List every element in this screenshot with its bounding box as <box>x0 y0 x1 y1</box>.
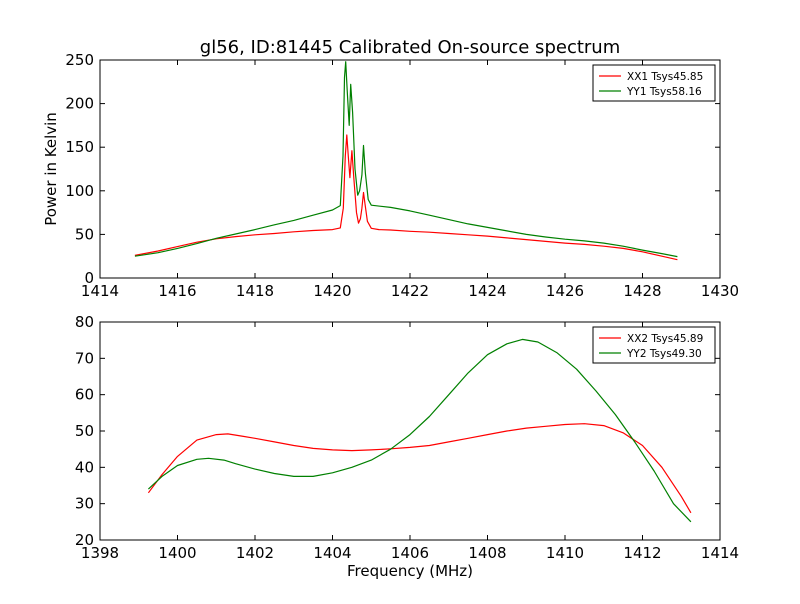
x-tick-label: 1398 <box>81 544 119 562</box>
series-line-xx <box>134 134 678 261</box>
legend-box <box>592 64 716 102</box>
y-tick-label: 50 <box>75 225 94 243</box>
y-tick-label: 40 <box>75 458 94 476</box>
x-tick-label: 1418 <box>236 282 274 300</box>
x-tick-label: 1422 <box>391 282 429 300</box>
top-panel-xx1-yy1: 1414 1416 1418 1420 1422 1424 1426 1428 1430 0 50 1… <box>42 51 739 300</box>
y-axis-label: Power in Kelvin <box>42 112 60 226</box>
legend: XX2 Tsys45.89 YY2 Tsys49.30 <box>592 326 716 364</box>
y-tick-label: 150 <box>65 138 94 156</box>
x-tick-label: 1420 <box>313 282 351 300</box>
x-tick-label: 1406 <box>391 544 429 562</box>
y-tick-label: 200 <box>65 95 94 113</box>
x-tick-label: 1412 <box>623 544 661 562</box>
figure-title: gl56, ID:81445 Calibrated On-source spec… <box>200 37 620 58</box>
x-tick-label: 1408 <box>468 544 506 562</box>
x-tick-label: 1430 <box>701 282 739 300</box>
legend-label: XX2 Tsys45.89 <box>627 333 703 345</box>
x-tick-label: 1402 <box>236 544 274 562</box>
y-tick-label: 30 <box>75 495 94 513</box>
x-tick-label: 1410 <box>546 544 584 562</box>
series-line-yy <box>134 61 678 258</box>
bottom-panel-xx2-yy2: 1398 1400 1402 1404 1406 1408 1410 1412 1414 20 30… <box>75 313 739 580</box>
y-tick-label: 100 <box>65 182 94 200</box>
x-tick-label: 1428 <box>623 282 661 300</box>
x-tick-label: 1426 <box>546 282 584 300</box>
y-tick-label: 50 <box>75 422 94 440</box>
legend-box <box>592 326 716 364</box>
y-tick-label: 60 <box>75 386 94 404</box>
legend-label: YY2 Tsys49.30 <box>626 348 702 360</box>
y-tick-label: 250 <box>65 51 94 69</box>
x-tick-label: 1416 <box>158 282 196 300</box>
y-tick-label: 20 <box>75 531 94 549</box>
x-axis-label: Frequency (MHz) <box>347 562 473 580</box>
y-tick-label: 0 <box>84 269 94 287</box>
series-line-xx <box>147 423 692 514</box>
x-tick-label: 1400 <box>158 544 196 562</box>
legend-label: XX1 Tsys45.85 <box>627 71 703 83</box>
y-tick-label: 70 <box>75 349 94 367</box>
x-tick-label: 1414 <box>701 544 739 562</box>
y-tick-label: 80 <box>75 313 94 331</box>
legend-label: YY1 Tsys58.16 <box>626 86 702 98</box>
x-tick-label: 1414 <box>81 282 119 300</box>
x-tick-label: 1404 <box>313 544 351 562</box>
series-line-yy <box>147 338 692 523</box>
x-tick-label: 1424 <box>468 282 506 300</box>
legend: XX1 Tsys45.85 YY1 Tsys58.16 <box>592 64 716 102</box>
